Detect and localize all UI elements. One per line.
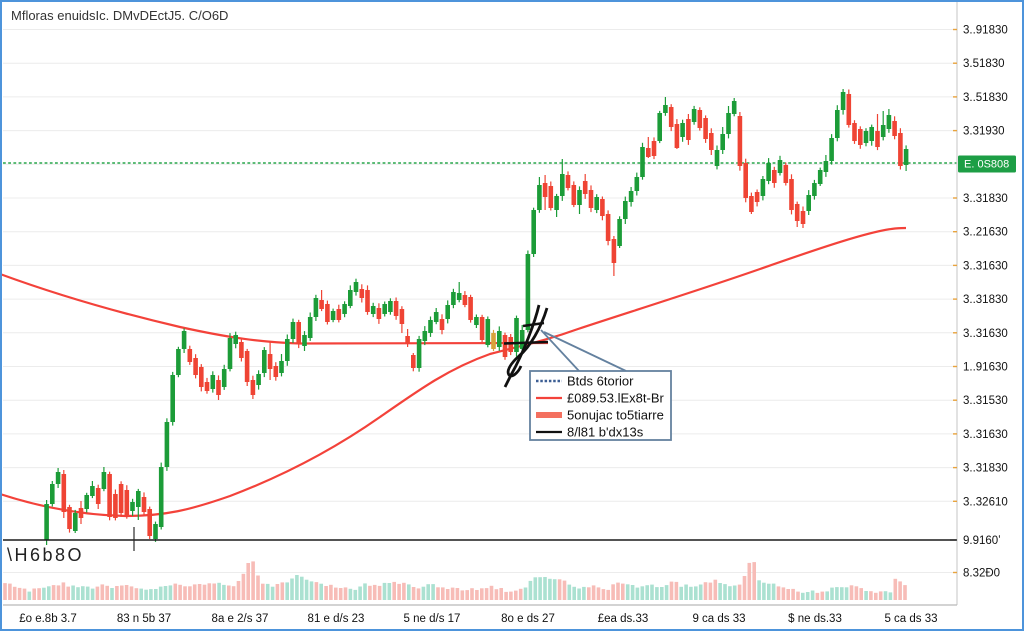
svg-text:3..31530: 3..31530 bbox=[963, 395, 1008, 407]
svg-text:Btds 6torior: Btds 6torior bbox=[567, 374, 634, 389]
svg-text:83 n 5b 37: 83 n 5b 37 bbox=[117, 613, 171, 625]
svg-text:3..31830: 3..31830 bbox=[963, 463, 1008, 475]
svg-text:3.51830: 3.51830 bbox=[963, 58, 1005, 70]
svg-text:3..91830: 3..91830 bbox=[963, 25, 1008, 37]
svg-text:8o e ds 27: 8o e ds 27 bbox=[501, 613, 555, 625]
svg-text:Mfloras enuidsIc. DMvDEctJ5. C: Mfloras enuidsIc. DMvDEctJ5. C/O6D bbox=[11, 8, 228, 23]
svg-text:£ea ds.33: £ea ds.33 bbox=[598, 613, 649, 625]
svg-text:3..21630: 3..21630 bbox=[963, 227, 1008, 239]
svg-text:3..32610: 3..32610 bbox=[963, 496, 1008, 508]
svg-text:9.9160ʽ: 9.9160ʽ bbox=[963, 535, 1001, 547]
svg-text:8.32Đ0: 8.32Đ0 bbox=[963, 568, 1000, 580]
svg-text:£o e.8b 3.7: £o e.8b 3.7 bbox=[19, 613, 77, 625]
svg-text:£089.53.lEx8t-Br: £089.53.lEx8t-Br bbox=[567, 391, 665, 406]
svg-text:3.31930: 3.31930 bbox=[963, 126, 1005, 138]
svg-text:3..51830: 3..51830 bbox=[963, 92, 1008, 104]
svg-text:3..31830: 3..31830 bbox=[963, 193, 1008, 205]
svg-text:5 ne d/s 17: 5 ne d/s 17 bbox=[404, 613, 461, 625]
svg-text:3..31830: 3..31830 bbox=[963, 294, 1008, 306]
svg-text:3..31630: 3..31630 bbox=[963, 328, 1008, 340]
svg-text:8a e 2/s 37: 8a e 2/s 37 bbox=[212, 613, 269, 625]
svg-text:81 e d/s 23: 81 e d/s 23 bbox=[308, 613, 365, 625]
svg-text:8/l81 b'dx13s: 8/l81 b'dx13s bbox=[567, 425, 644, 440]
svg-text:9 ca ds 33: 9 ca ds 33 bbox=[692, 613, 745, 625]
svg-text:1..91630: 1..91630 bbox=[963, 362, 1008, 374]
svg-text:$ ne ds.33: $ ne ds.33 bbox=[788, 613, 842, 625]
svg-text:E. 0S808: E. 0S808 bbox=[964, 159, 1009, 171]
svg-text:3..31630: 3..31630 bbox=[963, 429, 1008, 441]
svg-text:3..31630: 3..31630 bbox=[963, 260, 1008, 272]
svg-text:5 ca ds 33: 5 ca ds 33 bbox=[884, 613, 937, 625]
svg-text:\H6b8O: \H6b8O bbox=[7, 545, 84, 565]
svg-text:5onujac to5tiarre: 5onujac to5tiarre bbox=[567, 408, 664, 423]
